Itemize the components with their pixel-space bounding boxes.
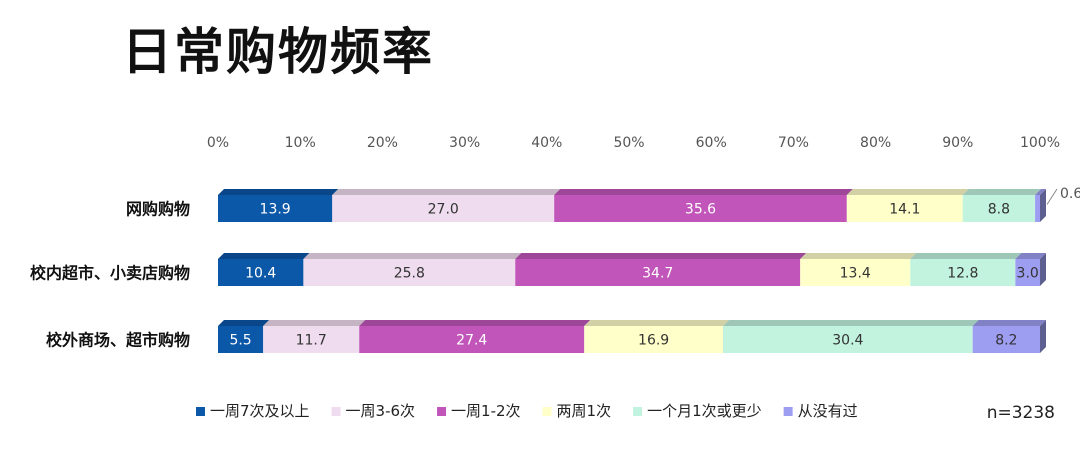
- bar-segment-top: [800, 253, 917, 259]
- bar-segment-top: [1015, 253, 1046, 259]
- x-tick-label: 70%: [778, 135, 809, 151]
- data-label: 30.4: [832, 333, 863, 349]
- bar-segment-side: [1040, 253, 1046, 286]
- x-tick-label: 50%: [613, 135, 644, 151]
- bar-segment-top: [359, 320, 591, 326]
- data-label: 0.6: [1060, 186, 1080, 202]
- bars: 13.9 27.0 35.6 14.1 8.8 0.6 10.4 25.8 34.7 13.4 12…: [218, 186, 1080, 353]
- bar-segment: [962, 195, 1036, 222]
- x-tick-label: 10%: [285, 135, 316, 151]
- bar-segment-top: [846, 189, 969, 195]
- data-label: 27.4: [456, 333, 487, 349]
- bar-segment: [910, 259, 1016, 286]
- category-label: 网购购物: [126, 200, 190, 219]
- legend-swatch: [542, 407, 552, 416]
- bar-segment-top: [218, 253, 310, 259]
- bar-segment: [846, 195, 963, 222]
- legend-label: 一周3-6次: [346, 402, 416, 420]
- legend-label: 两周1次: [557, 402, 612, 420]
- legend-label: 一个月1次或更少: [647, 402, 762, 420]
- bar-segment: [218, 259, 304, 286]
- bar-segment: [218, 195, 333, 222]
- x-tick-label: 0%: [207, 135, 229, 151]
- data-label: 25.8: [394, 266, 425, 282]
- bar-segment-top: [910, 253, 1022, 259]
- data-label: 5.5: [229, 333, 251, 349]
- bar-segment-top: [303, 253, 522, 259]
- x-tick-label: 60%: [696, 135, 727, 151]
- bar-segment-top: [515, 253, 807, 259]
- data-label: 10.4: [245, 266, 276, 282]
- bar-segment-top: [723, 320, 979, 326]
- data-label: 35.6: [685, 202, 716, 218]
- data-label: 14.1: [889, 202, 920, 218]
- category-label: 校内超市、小卖店购物: [30, 264, 190, 283]
- legend-label: 一周1-2次: [451, 402, 521, 420]
- bar-segment: [1015, 259, 1040, 286]
- bar-segment: [1035, 195, 1040, 222]
- bar-segment-top: [218, 189, 339, 195]
- legend-swatch: [437, 407, 447, 416]
- bar-segment: [515, 259, 801, 286]
- legend-swatch: [783, 407, 793, 416]
- bar-segment: [263, 326, 360, 353]
- bar-segment: [359, 326, 585, 353]
- bar-segment: [332, 195, 555, 222]
- x-tick-label: 80%: [860, 135, 891, 151]
- data-label: 13.4: [840, 266, 871, 282]
- bar-segment: [303, 259, 516, 286]
- bar-segment-top: [218, 320, 270, 326]
- data-label: 8.2: [995, 333, 1017, 349]
- x-tick-label: 30%: [449, 135, 480, 151]
- x-tick-label: 90%: [942, 135, 973, 151]
- bar-segment-top: [972, 320, 1046, 326]
- bar-segment-top: [263, 320, 366, 326]
- legend: 一周7次及以上 一周3-6次 一周1-2次 两周1次 一个月1次或更少 从没有过: [196, 402, 858, 420]
- bar-segment: [800, 259, 911, 286]
- data-label: 34.7: [642, 266, 673, 282]
- bar-segment: [972, 326, 1040, 353]
- legend-swatch: [196, 407, 205, 416]
- category-label: 校外商场、超市购物: [46, 331, 190, 350]
- legend-label: 从没有过: [798, 402, 858, 420]
- data-label: 3.0: [1017, 266, 1039, 282]
- page-title: 日常购物频率: [122, 23, 434, 81]
- legend-label: 一周7次及以上: [210, 402, 310, 420]
- bar-segment: [584, 326, 724, 353]
- data-label: 13.9: [260, 202, 291, 218]
- data-label: 16.9: [638, 333, 669, 349]
- sample-size-note: n=3238: [987, 403, 1055, 423]
- bar-segment: [554, 195, 847, 222]
- data-label: 12.8: [947, 266, 978, 282]
- x-tick-label: 40%: [531, 135, 562, 151]
- legend-swatch: [331, 407, 341, 416]
- x-tick-label: 20%: [367, 135, 398, 151]
- data-label: 11.7: [296, 333, 327, 349]
- bar-segment-side: [1040, 320, 1046, 353]
- x-axis-ticks: 0% 10% 20% 30% 40% 50% 60% 70% 80% 90% 100%: [207, 135, 1060, 151]
- bar-segment: [723, 326, 973, 353]
- data-label-leader: [1046, 188, 1058, 205]
- bar-segment: [218, 326, 264, 353]
- bar-segment-top: [584, 320, 730, 326]
- x-tick-label: 100%: [1020, 135, 1060, 151]
- bar-segment-top: [332, 189, 561, 195]
- bar-segment-top: [554, 189, 853, 195]
- bar-segment-top: [1035, 189, 1046, 195]
- bar-segment-top: [962, 189, 1042, 195]
- bar-segment-side: [1040, 189, 1046, 222]
- data-label: 27.0: [428, 202, 459, 218]
- legend-swatch: [633, 407, 643, 416]
- data-label: 8.8: [988, 202, 1010, 218]
